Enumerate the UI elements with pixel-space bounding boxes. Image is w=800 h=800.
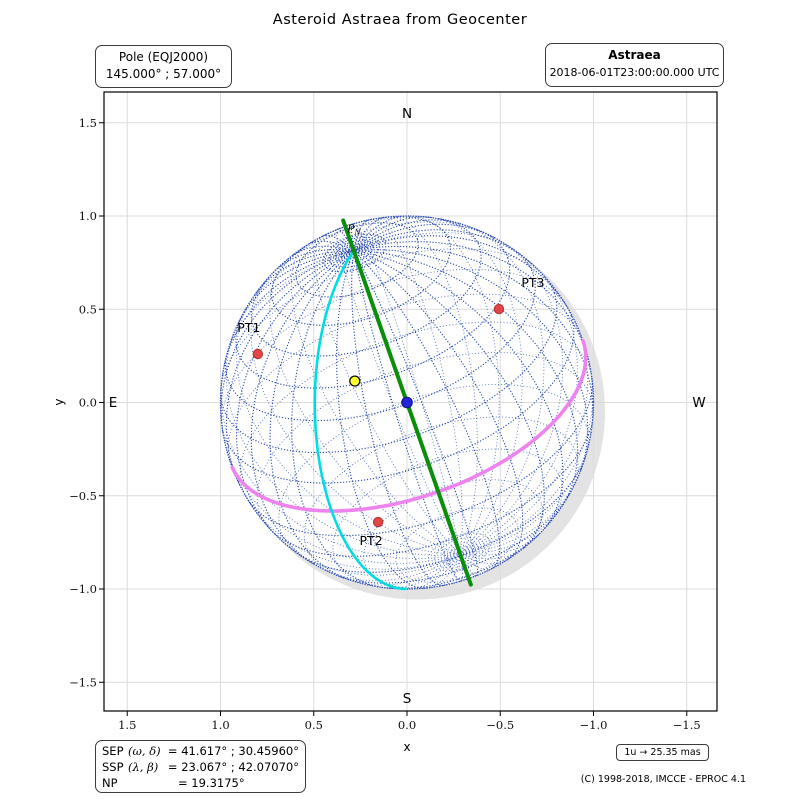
plot-points: PT1 PT2 PT3 [237,275,544,548]
ssp-value: = 23.067° ; 42.07070° [167,760,299,774]
compass-label-w: W [692,395,705,411]
np-label: NP [102,776,118,790]
compass-label-e: E [109,395,118,411]
pole-coordinates: 145.000° ; 57.000° [105,67,222,81]
pole-info-box: Pole (EQJ2000) 145.000° ; 57.000° [95,45,232,88]
np-symbols [132,775,178,791]
x-tick-label: 0.0 [398,718,416,732]
point-sub-earth-point [401,396,413,409]
x-tick-label: −1.0 [580,718,608,732]
object-name: Astraea [608,48,661,62]
plot-frame: 1.5 1.0 0.5 0.0 −0.5 −1.0 −1.5 1.5 1.0 0.5 0.0 −0.5… [69,91,718,732]
y-axis-label: y [52,398,66,405]
ssp-label: SSP [102,760,124,774]
point-PT2 [372,516,384,528]
ssp-symbols: (λ, β) [128,760,159,774]
plot-border [103,91,718,712]
pole-box-title: Pole (EQJ2000) [118,50,209,64]
y-tick-label: −1.5 [69,675,97,689]
ssp-row: SSP (λ, β) = 23.067° ; 42.07070° [102,759,299,775]
np-value: = 19.3175° [178,776,245,790]
page-title: Asteroid Astraea from Geocenter [272,12,528,28]
x-tick-label: −0.5 [486,718,514,732]
point-label-PT1: PT1 [237,320,260,335]
y-tick-label: −0.5 [69,489,97,503]
point-label-PT3: PT3 [521,275,544,290]
equator-line [230,339,588,513]
sep-row: SEP (ω, δ) = 41.617° ; 30.45960° [102,743,299,759]
y-tick-label: 1.0 [79,209,97,223]
unit-scale-box: 1u → 25.35 mas [616,744,709,761]
compass-label-n: N [402,106,412,122]
x-tick-label: 1.5 [118,718,136,732]
ephemeris-angles-box: SEP (ω, δ) = 41.617° ; 30.45960° SSP (λ, β)… [95,740,306,793]
sphere-mesh-back [220,215,594,590]
object-info-box: Astraea 2018-06-01T23:00:00.000 UTC [545,43,724,87]
y-tick-label: −1.0 [69,582,97,596]
point-label-PT2: PT2 [360,533,383,548]
point-PT3 [493,303,505,315]
np-row: NP = 19.3175° [102,775,299,791]
y-tick-label: 1.5 [79,116,97,130]
point-PT1 [252,348,263,360]
compass-label-s: S [403,691,412,707]
sep-value: = 41.617° ; 30.45960° [167,744,299,758]
y-tick-label: 0.0 [79,396,97,410]
y-tick-label: 0.5 [79,302,97,316]
sep-label: SEP [102,744,124,758]
prime-meridian-line [313,249,407,591]
x-tick-label: 1.0 [211,718,229,732]
x-tick-label: −1.5 [673,718,701,732]
x-tick-label: 0.5 [305,718,323,732]
copyright-text: (C) 1998-2018, IMCCE - EPROC 4.1 [580,774,746,785]
x-axis-label: x [403,740,410,754]
point-sub-solar-point [349,375,361,387]
sep-symbols: (ω, δ) [128,744,161,758]
sphere-shadow [220,216,605,600]
object-epoch: 2018-06-01T23:00:00.000 UTC [549,66,720,79]
